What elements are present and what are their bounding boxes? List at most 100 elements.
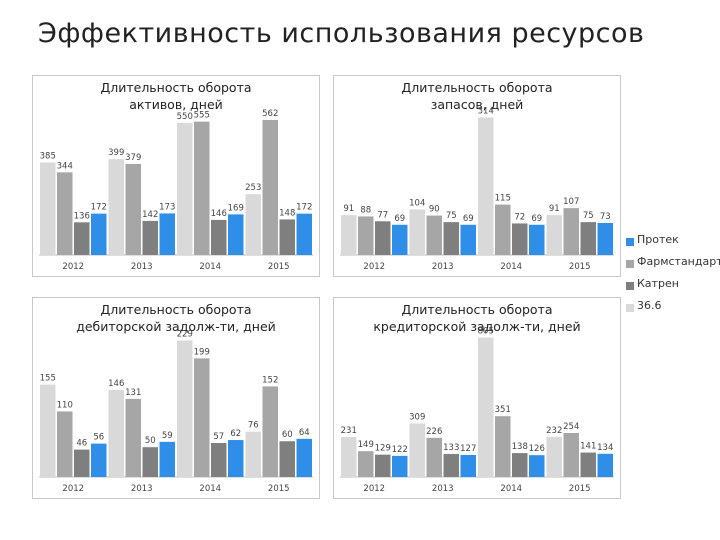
bar [341, 436, 357, 477]
x-tick-label: 2014 [500, 262, 522, 272]
data-label: 129 [375, 444, 391, 454]
bar [426, 215, 442, 255]
data-label: 254 [563, 422, 579, 432]
bar [546, 215, 562, 255]
bar [512, 223, 528, 255]
data-label: 399 [108, 148, 124, 158]
data-label: 146 [108, 379, 124, 389]
legend-swatch-pharmstandard [626, 260, 634, 268]
bar [426, 437, 442, 477]
chart-panel-assets: Длительность оборота активов, дней 385 344 1… [32, 75, 320, 277]
legend-label-pharmstandard: Фармстандарт [637, 255, 720, 268]
bar [228, 440, 244, 477]
data-label: 73 [600, 212, 611, 222]
bar [125, 163, 141, 255]
x-tick-label: 2015 [569, 484, 591, 494]
bar [409, 209, 425, 255]
data-label: 69 [531, 214, 542, 224]
data-label: 148 [279, 208, 295, 218]
data-label: 57 [213, 432, 224, 442]
data-label: 172 [91, 203, 107, 213]
bar [443, 453, 459, 477]
data-label: 562 [262, 109, 278, 119]
legend-swatch-katren [626, 282, 634, 290]
data-label: 122 [392, 445, 408, 455]
data-label: 226 [426, 427, 442, 437]
data-label: 309 [409, 412, 425, 422]
legend-item-pharmstandard: Фармстандарт [624, 255, 720, 277]
bar [211, 219, 227, 255]
bar [358, 216, 374, 255]
bar [392, 224, 408, 255]
data-label: 555 [194, 111, 210, 121]
x-tick-label: 2014 [199, 484, 221, 494]
data-label: 131 [125, 388, 141, 398]
bar [228, 214, 244, 255]
bar [478, 337, 494, 477]
bar [358, 451, 374, 477]
x-tick-label: 2012 [62, 484, 84, 494]
bar [296, 213, 312, 255]
data-label: 59 [162, 431, 173, 441]
x-tick-label: 2013 [432, 262, 454, 272]
bar [74, 449, 90, 477]
bar [546, 436, 562, 477]
x-tick-label: 2015 [268, 484, 290, 494]
legend-swatch-36-6 [626, 304, 634, 312]
bar [211, 443, 227, 477]
data-label: 77 [377, 210, 388, 220]
x-tick-label: 2013 [131, 262, 153, 272]
data-label: 56 [93, 433, 104, 443]
chart-title: Длительность оборота кредиторской задолж-… [373, 302, 580, 334]
x-tick-label: 2012 [62, 262, 84, 272]
chart-payables: Длительность оборота кредиторской задолж-… [340, 302, 614, 494]
legend-label-protek: Протек [637, 233, 679, 246]
data-label: 88 [360, 205, 371, 215]
data-label: 379 [125, 153, 141, 163]
data-label: 199 [194, 347, 210, 357]
bar [279, 441, 295, 477]
data-label: 141 [580, 442, 596, 452]
chart-receivables: Длительность оборота дебиторской задолж-т… [39, 302, 313, 494]
x-tick-label: 2013 [131, 484, 153, 494]
data-label: 344 [57, 161, 73, 171]
data-label: 136 [74, 211, 90, 221]
data-label: 138 [512, 442, 528, 452]
bar [597, 223, 613, 255]
bar [495, 204, 511, 255]
bar [177, 340, 193, 477]
data-label: 127 [460, 444, 476, 454]
chart-legend: Протек Фармстандарт Катрен 36.6 [624, 233, 720, 321]
data-label: 126 [529, 444, 545, 454]
data-label: 46 [76, 439, 87, 449]
bar [142, 447, 158, 477]
chart-panel-payables: Длительность оборота кредиторской задолж-… [333, 297, 621, 499]
bar [409, 423, 425, 477]
data-label: 110 [57, 400, 73, 410]
data-label: 152 [262, 375, 278, 385]
bar [478, 117, 494, 255]
data-label: 64 [299, 428, 310, 438]
bar [392, 455, 408, 477]
data-label: 134 [597, 443, 613, 453]
data-label: 91 [343, 204, 354, 214]
data-label: 50 [145, 436, 156, 446]
bar [495, 416, 511, 477]
data-label: 107 [563, 197, 579, 207]
legend-item-36-6: 36.6 [624, 299, 720, 321]
bar [194, 121, 210, 255]
chart-title: Длительность оборота активов, дней [100, 80, 251, 112]
bar [159, 213, 175, 255]
legend-item-protek: Протек [624, 233, 720, 255]
bar [529, 455, 545, 477]
bar [108, 159, 124, 255]
data-label: 550 [177, 112, 193, 122]
data-label: 69 [463, 214, 474, 224]
data-label: 75 [583, 211, 594, 221]
bar [443, 222, 459, 255]
data-label: 232 [546, 426, 562, 436]
data-label: 155 [40, 374, 56, 384]
data-label: 351 [495, 405, 511, 415]
data-label: 149 [358, 440, 374, 450]
bar [460, 224, 476, 255]
